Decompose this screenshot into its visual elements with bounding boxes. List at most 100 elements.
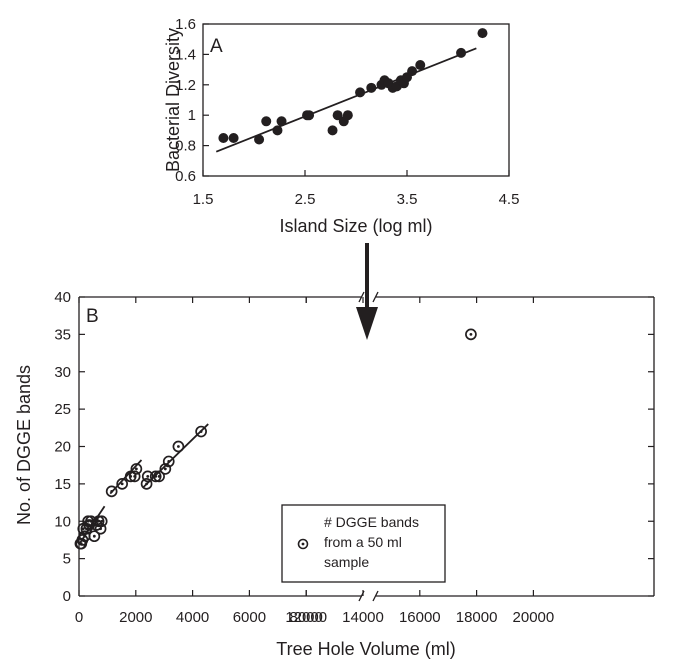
panel-b-data-point-center (469, 332, 473, 336)
panel-b-data-point (95, 515, 108, 528)
panel-a-data-point (304, 110, 315, 121)
panel-b-y-tick-label: 0 (63, 588, 71, 605)
panel-a-y-tick-label: 0.6 (175, 168, 196, 185)
panel-b-y-tick-label: 15 (54, 476, 71, 493)
panel-a-x-axis-label: Island Size (log ml) (279, 216, 432, 236)
legend-marker (297, 538, 309, 550)
panel-b-data-point (140, 478, 153, 490)
panel-b-data-point-center (145, 482, 148, 486)
panel-b-data-point-center (146, 475, 150, 478)
panel-b-data-point (141, 470, 154, 483)
panel-b-points (74, 328, 477, 550)
panel-a-data-point (272, 125, 283, 136)
legend-box (281, 504, 446, 583)
panel-b-data-point-center (177, 445, 180, 448)
panel-b-data-point (162, 455, 175, 468)
panel-a-y-axis-label: Bacterial Diversity (163, 28, 183, 172)
panel-b-x-tick-label: 16000 (399, 609, 441, 626)
panel-b-data-point-center (157, 475, 161, 478)
legend-text-line-3: sample (324, 554, 369, 570)
panel-a-data-point (342, 110, 353, 121)
panel-a-plot-frame (202, 23, 510, 177)
panel-b-data-point-center (100, 519, 104, 523)
panel-b-x-tick-label: 2000 (119, 609, 152, 626)
panel-a-data-point (366, 82, 377, 93)
panel-b-y-tick-label: 35 (54, 326, 71, 343)
panel-b-y-tick-label: 5 (63, 551, 71, 568)
panel-b-x-tick-label: 8000 (290, 609, 323, 626)
panel-b-x-tick-label: 12000 (285, 609, 327, 626)
panel-b-y-tick-label: 20 (54, 439, 71, 456)
panel-a-fit-line-group (215, 47, 477, 153)
panel-b-data-point-center (99, 527, 102, 531)
panel-b-y-tick-label: 25 (54, 401, 71, 418)
panel-a-ticks: 1.5 2.5 3.5 4.5 0.6 0.8 1 1.2 1.4 1.6 (175, 16, 519, 208)
panel-a-x-tick-label: 3.5 (397, 191, 418, 208)
panel-b-data-point (172, 440, 185, 453)
panel-b-data-point-center (97, 519, 100, 523)
panel-a-y-tick-label: 1 (188, 107, 196, 124)
panel-a-label: A (210, 36, 223, 57)
panel-b-x-tick-label: 20000 (513, 609, 555, 626)
panel-b-y-tick-label: 30 (54, 364, 71, 381)
panel-b-data-point (105, 485, 118, 498)
panel-b-y-tick-label: 10 (54, 513, 71, 530)
panel-b-y-axis-label: No. of DGGE bands (14, 365, 34, 525)
panel-a-data-point (456, 47, 467, 58)
panel-b-data-point-center (110, 489, 114, 493)
panel-b-data-point (130, 463, 143, 475)
panel-a-data-point (276, 116, 287, 127)
panel-a-data-point (218, 133, 229, 143)
connector-arrow-head (356, 307, 378, 340)
panel-b-data-point (128, 470, 141, 483)
panel-a-data-point (332, 110, 343, 121)
panel-b-x-tick-label: 18000 (456, 609, 498, 626)
legend-marker-dot (301, 542, 305, 546)
panel-a-data-point (415, 60, 426, 71)
panel-b-y-tick-label: 40 (54, 289, 71, 306)
panel-b-data-point (92, 515, 105, 528)
panel-a-x-tick-label: 1.5 (193, 191, 214, 208)
panel-b-x-tick-label: 0 (75, 609, 83, 626)
panel-a-fit-line (215, 47, 477, 153)
panel-b-data-point (116, 478, 129, 490)
panel-b-data-point-center (167, 460, 171, 463)
panel-b-data-point-center (120, 482, 124, 486)
panel-b-data-point-center (199, 430, 203, 433)
legend: # DGGE bands from a 50 ml sample (281, 504, 446, 583)
panel-a-y-tick-label: 0.8 (175, 138, 196, 155)
axis-break-mark-top-1 (358, 291, 365, 303)
panel-b-x-axis-label: Tree Hole Volume (ml) (276, 639, 455, 659)
panel-b-label: B (86, 306, 99, 327)
panel-a-y-tick-label: 1.2 (175, 77, 196, 94)
panel-a-data-point (261, 116, 272, 127)
panel-b-data-point (88, 530, 101, 543)
panel-a-x-tick-label: 2.5 (295, 191, 316, 208)
panel-a-data-point (355, 87, 366, 98)
panel-b: B Tree Hole Volume (ml) No. of DGGE band… (14, 289, 655, 659)
panel-b-x-tick-label: 6000 (233, 609, 266, 626)
panel-b-data-point-center (83, 534, 87, 538)
panel-a-x-tick-label: 4.5 (499, 191, 520, 208)
panel-a-data-point (228, 133, 239, 143)
panel-a-data-point (477, 28, 488, 39)
panel-a-data-point (254, 134, 265, 145)
panel-a: A Island Size (log ml) Bacterial Diversi… (163, 16, 519, 236)
panel-b-data-point-center (133, 475, 137, 478)
panel-b-x-tick-label: 4000 (176, 609, 209, 626)
panel-b-data-point-center (92, 534, 96, 538)
panel-a-points (218, 28, 488, 145)
axis-break-mark-top-2 (372, 291, 379, 303)
panel-b-data-point (149, 470, 162, 483)
axis-break-mark-bottom-2 (372, 590, 379, 602)
panel-a-y-tick-label: 1.4 (175, 46, 196, 63)
panel-a-y-tick-label: 1.6 (175, 16, 196, 33)
panel-b-data-point-center (134, 467, 138, 471)
panel-a-data-point (327, 125, 338, 136)
panel-b-data-point (195, 425, 207, 438)
panel-b-data-point (94, 522, 107, 535)
panel-b-data-point (465, 328, 477, 341)
panel-a-data-point (407, 66, 418, 77)
